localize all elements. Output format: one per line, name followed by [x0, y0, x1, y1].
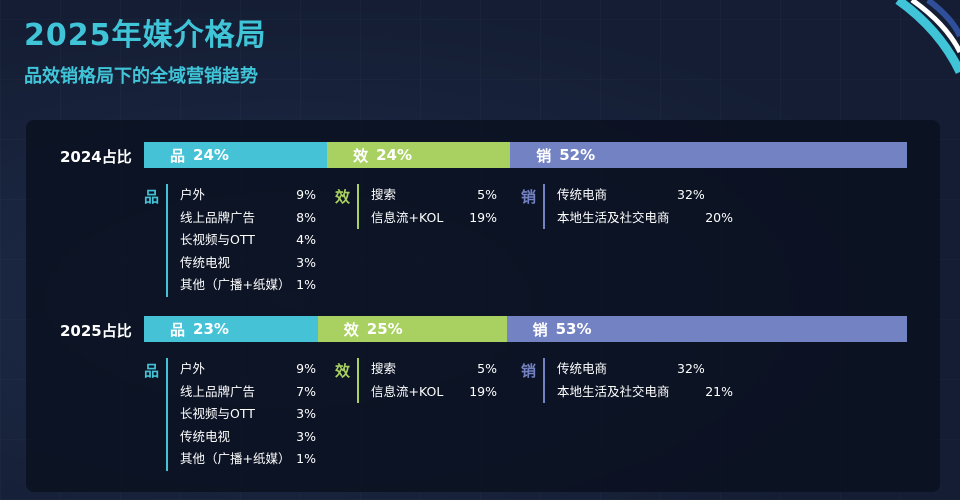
group-letter: 效	[335, 362, 351, 380]
list-item: 户外 9%	[180, 358, 316, 381]
list-item: 其他（广播+纸媒） 1%	[180, 274, 316, 297]
chart-panel: 2024占比 品 24% 效 24% 销 52% 品 户外 9% 线上品牌广告 8%…	[26, 120, 940, 492]
segment-value: 53%	[555, 320, 592, 338]
list-item: 搜索 5%	[371, 184, 497, 207]
list-item: 本地生活及社交电商 21%	[557, 381, 733, 404]
item-value: 32%	[677, 361, 705, 376]
segment-name: 销	[536, 146, 552, 165]
list-item: 传统电视 3%	[180, 426, 316, 449]
item-value: 3%	[296, 254, 316, 270]
list-item: 本地生活及社交电商 20%	[557, 207, 733, 230]
list-item: 传统电视 3%	[180, 252, 316, 275]
breakdown-list: 户外 9% 线上品牌广告 7% 长视频与OTT 3% 传统电视 3% 其他（广播+纸媒）…	[166, 358, 316, 471]
item-value: 7%	[296, 383, 316, 399]
list-item: 其他（广播+纸媒） 1%	[180, 448, 316, 471]
segment-value: 23%	[193, 320, 229, 338]
segment-name: 效	[353, 146, 369, 165]
item-label: 传统电视	[180, 254, 231, 270]
group-letter: 销	[521, 188, 537, 206]
item-label: 搜索	[371, 361, 397, 376]
item-value: 1%	[296, 451, 316, 466]
list-item: 传统电商 32%	[557, 184, 733, 207]
bar-segment-pin: 品 24%	[144, 142, 328, 168]
item-value: 3%	[296, 406, 316, 421]
item-value: 4%	[296, 232, 316, 247]
segment-value: 24%	[193, 146, 229, 164]
list-item: 传统电商 32%	[557, 358, 733, 381]
segment-name: 品	[170, 320, 186, 339]
item-label: 户外	[180, 361, 206, 376]
breakdown-xiao2: 销 传统电商 32% 本地生活及社交电商 21%	[521, 358, 733, 403]
breakdown-xiao: 效 搜索 5% 信息流+KOL 19%	[335, 184, 497, 229]
section-label: 2024占比	[60, 148, 132, 166]
corner-decoration	[895, 0, 960, 74]
bar-segment-pin: 品 23%	[144, 316, 318, 342]
item-value: 9%	[296, 187, 316, 202]
section-label: 2025占比	[60, 322, 132, 340]
group-letter: 品	[144, 362, 160, 380]
bar-segment-xiao2: 销 52%	[510, 142, 907, 168]
item-label: 传统电视	[180, 428, 231, 444]
bar-segment-xiao: 效 24%	[327, 142, 511, 168]
list-item: 线上品牌广告 8%	[180, 207, 316, 230]
list-item: 线上品牌广告 7%	[180, 381, 316, 404]
segment-value: 24%	[376, 146, 413, 164]
item-value: 8%	[296, 209, 316, 225]
breakdown-list: 传统电商 32% 本地生活及社交电商 20%	[543, 184, 733, 229]
segment-value: 25%	[366, 320, 403, 338]
item-label: 线上品牌广告	[180, 383, 256, 399]
segment-name: 品	[170, 146, 186, 165]
item-value: 3%	[296, 428, 316, 444]
item-value: 9%	[296, 361, 316, 376]
item-value: 20%	[705, 209, 733, 225]
item-value: 19%	[469, 209, 497, 225]
breakdown-list: 搜索 5% 信息流+KOL 19%	[357, 358, 497, 403]
breakdown-xiao2: 销 传统电商 32% 本地生活及社交电商 20%	[521, 184, 733, 229]
breakdown-list: 户外 9% 线上品牌广告 8% 长视频与OTT 4% 传统电视 3% 其他（广播+纸媒）…	[166, 184, 316, 297]
list-item: 搜索 5%	[371, 358, 497, 381]
segment-name: 效	[343, 320, 359, 339]
item-label: 本地生活及社交电商	[557, 383, 670, 399]
item-label: 其他（广播+纸媒）	[180, 277, 291, 292]
item-label: 长视频与OTT	[180, 406, 255, 421]
item-value: 5%	[477, 187, 497, 202]
item-value: 5%	[477, 361, 497, 376]
group-letter: 销	[521, 362, 537, 380]
item-value: 19%	[469, 383, 497, 399]
group-letter: 效	[335, 188, 351, 206]
item-label: 本地生活及社交电商	[557, 209, 670, 225]
item-label: 其他（广播+纸媒）	[180, 451, 291, 466]
breakdown-xiao: 效 搜索 5% 信息流+KOL 19%	[335, 358, 497, 403]
page-subtitle: 品效销格局下的全域营销趋势	[24, 66, 258, 87]
item-label: 长视频与OTT	[180, 232, 255, 247]
group-letter: 品	[144, 188, 160, 206]
bar-segment-xiao2: 销 53%	[506, 316, 907, 342]
item-label: 搜索	[371, 187, 397, 202]
item-value: 1%	[296, 277, 316, 292]
item-value: 21%	[705, 383, 733, 399]
breakdown-pin: 品 户外 9% 线上品牌广告 7% 长视频与OTT 3% 传统电视 3% 其他（广播+纸…	[144, 358, 316, 471]
item-label: 信息流+KOL	[371, 209, 444, 225]
stacked-bar: 品 23% 效 25% 销 53%	[144, 316, 907, 342]
list-item: 户外 9%	[180, 184, 316, 207]
item-label: 传统电商	[557, 361, 608, 376]
item-label: 传统电商	[557, 187, 608, 202]
page-title: 2025年媒介格局	[24, 18, 267, 53]
item-label: 线上品牌广告	[180, 209, 256, 225]
stacked-bar: 品 24% 效 24% 销 52%	[144, 142, 907, 168]
item-label: 信息流+KOL	[371, 383, 444, 399]
segment-value: 52%	[559, 146, 596, 164]
list-item: 长视频与OTT 3%	[180, 403, 316, 426]
list-item: 信息流+KOL 19%	[371, 207, 497, 230]
list-item: 长视频与OTT 4%	[180, 229, 316, 252]
bar-segment-xiao: 效 25%	[317, 316, 507, 342]
breakdown-pin: 品 户外 9% 线上品牌广告 8% 长视频与OTT 4% 传统电视 3% 其他（广播+纸…	[144, 184, 316, 297]
list-item: 信息流+KOL 19%	[371, 381, 497, 404]
item-value: 32%	[677, 187, 705, 202]
breakdown-list: 搜索 5% 信息流+KOL 19%	[357, 184, 497, 229]
breakdown-list: 传统电商 32% 本地生活及社交电商 21%	[543, 358, 733, 403]
segment-name: 销	[532, 320, 548, 339]
item-label: 户外	[180, 187, 206, 202]
